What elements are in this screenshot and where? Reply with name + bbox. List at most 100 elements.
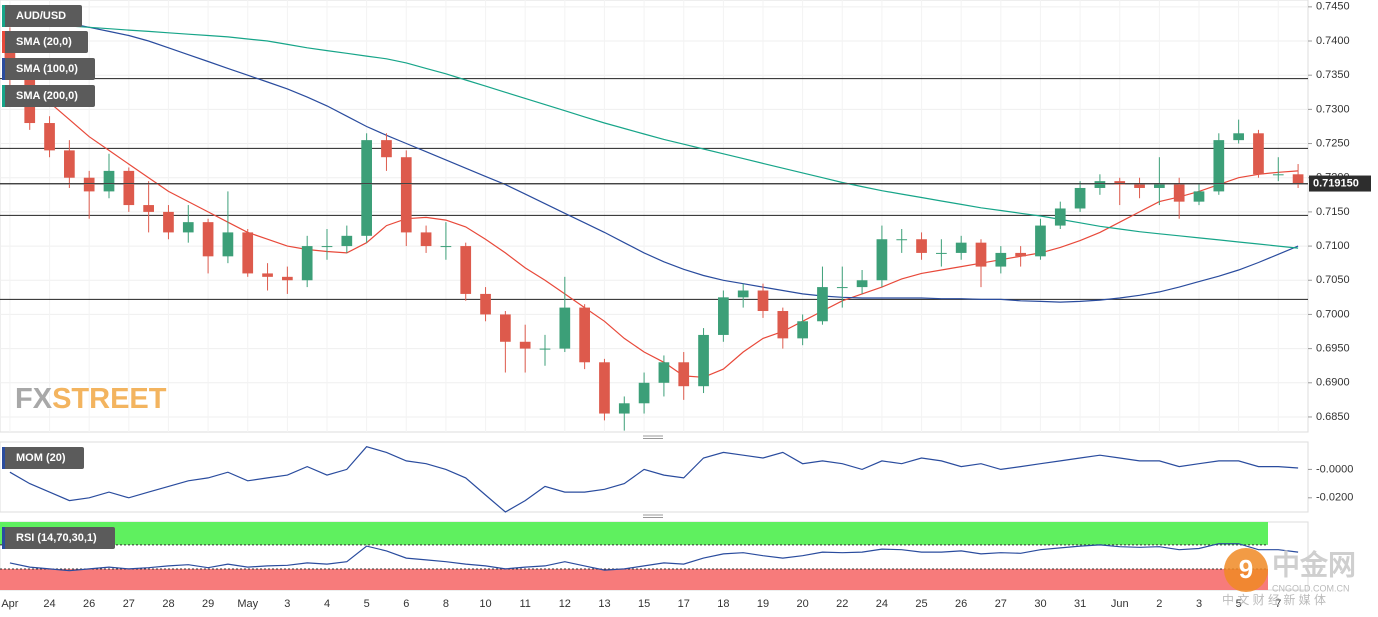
- candle-body: [1015, 252, 1026, 257]
- sma-line: [9, 9, 1299, 303]
- x-tick-label: 13: [598, 598, 610, 610]
- candle-body: [836, 287, 848, 289]
- x-tick-label: 6: [403, 598, 409, 610]
- y-tick-label: 0.7250: [1316, 137, 1350, 149]
- candle-body: [262, 273, 273, 277]
- legend-swatch: [2, 85, 5, 107]
- candle-body: [1173, 184, 1185, 202]
- candle-body: [638, 382, 650, 404]
- candle-body: [1233, 133, 1244, 141]
- x-tick-label: 3: [1196, 598, 1202, 610]
- x-tick-label: May: [237, 598, 258, 610]
- candle-body: [618, 403, 630, 414]
- x-tick-label: 7: [1275, 598, 1281, 610]
- y-tick-label: 0.7100: [1316, 240, 1350, 252]
- candle-body: [1272, 174, 1284, 176]
- candle-body: [995, 252, 1007, 267]
- x-tick-label: 25: [915, 598, 927, 610]
- candle-body: [1154, 184, 1165, 188]
- sma-line: [9, 61, 1299, 378]
- candle-body: [797, 321, 808, 339]
- legend-swatch: [2, 5, 5, 27]
- candle-body: [1094, 181, 1106, 188]
- x-tick-label: 28: [162, 598, 174, 610]
- x-tick-label: 30: [1034, 598, 1046, 610]
- y-tick-label: 0.7300: [1316, 103, 1350, 115]
- watermark-brand-a: FX: [15, 383, 53, 415]
- candle-body: [321, 246, 333, 248]
- mom-panel: [0, 441, 1309, 513]
- y-tick-label: -0.0200: [1316, 492, 1353, 504]
- x-tick-label: 3: [284, 598, 290, 610]
- legend-swatch: [2, 447, 5, 469]
- x-tick-label: Apr: [1, 598, 18, 610]
- candle-body: [1292, 174, 1304, 184]
- x-tick-label: 29: [202, 598, 214, 610]
- candle-body: [579, 307, 590, 363]
- x-tick-label: 20: [797, 598, 809, 610]
- candle-body: [420, 232, 432, 247]
- watermark-site: CNGOLD.COM.CN: [1272, 583, 1350, 593]
- candle-body: [757, 290, 769, 312]
- candle-body: [123, 170, 135, 206]
- candle-body: [1074, 187, 1086, 209]
- candle-body: [817, 287, 828, 322]
- legend-box: [2, 5, 82, 27]
- legend-label: MOM (20): [16, 452, 66, 464]
- candle-body: [718, 297, 729, 335]
- candle-body: [1114, 181, 1126, 185]
- watermark-logo: 中金网: [1272, 548, 1356, 580]
- y-tick-label: 0.7450: [1316, 1, 1350, 13]
- legend-box: [2, 58, 95, 80]
- candle-body: [658, 362, 670, 383]
- legend-box: [2, 31, 88, 53]
- x-tick-label: 4: [324, 598, 330, 610]
- legend-swatch: [2, 31, 5, 53]
- x-tick-label: 5: [364, 598, 370, 610]
- y-tick-label: 0.6850: [1316, 411, 1350, 423]
- watermark-logo-glyph: 9: [1239, 554, 1253, 584]
- candle-body: [1213, 140, 1225, 192]
- candle-body: [678, 362, 690, 387]
- legend-box: [2, 85, 95, 107]
- y-tick-label: 0.7150: [1316, 206, 1350, 218]
- candle-body: [440, 246, 452, 248]
- x-tick-label: 24: [876, 598, 888, 610]
- legend-label: RSI (14,70,30,1): [16, 532, 97, 544]
- x-tick-label: 10: [479, 598, 491, 610]
- watermark-logo-icon: [1224, 548, 1268, 592]
- legend-box: [2, 527, 115, 549]
- y-tick-label: -0.0000: [1316, 463, 1353, 475]
- candle-body: [500, 314, 511, 342]
- x-tick-label: 17: [678, 598, 690, 610]
- candle-body: [876, 239, 888, 281]
- legend-label: AUD/USD: [16, 10, 66, 22]
- y-tick-label: 0.7000: [1316, 308, 1350, 320]
- legend-swatch: [2, 527, 5, 549]
- x-tick-label: 19: [757, 598, 769, 610]
- indicator-line: [9, 446, 1299, 513]
- candle-body: [1035, 225, 1046, 257]
- legend-box: [2, 447, 84, 469]
- x-tick-label: 27: [995, 598, 1007, 610]
- candle-body: [955, 242, 967, 253]
- candle-body: [103, 170, 115, 192]
- x-tick-label: 11: [519, 598, 530, 610]
- candle-body: [182, 222, 194, 233]
- candle-body: [222, 232, 234, 257]
- x-tick-label: Jun: [1111, 598, 1129, 610]
- candle-body: [400, 157, 412, 233]
- candle-body: [381, 140, 392, 158]
- last-price-tag: [1309, 175, 1371, 192]
- legend-label: SMA (200,0): [16, 90, 78, 102]
- candle-body: [202, 222, 214, 257]
- candle-body: [301, 246, 313, 281]
- candle-body: [143, 205, 154, 212]
- last-price-label: 0.719150: [1313, 177, 1359, 189]
- main-panel: [0, 0, 1309, 433]
- candle-body: [163, 211, 174, 233]
- x-tick-label: 15: [638, 598, 650, 610]
- candle-body: [83, 177, 95, 192]
- candle-body: [1054, 208, 1066, 226]
